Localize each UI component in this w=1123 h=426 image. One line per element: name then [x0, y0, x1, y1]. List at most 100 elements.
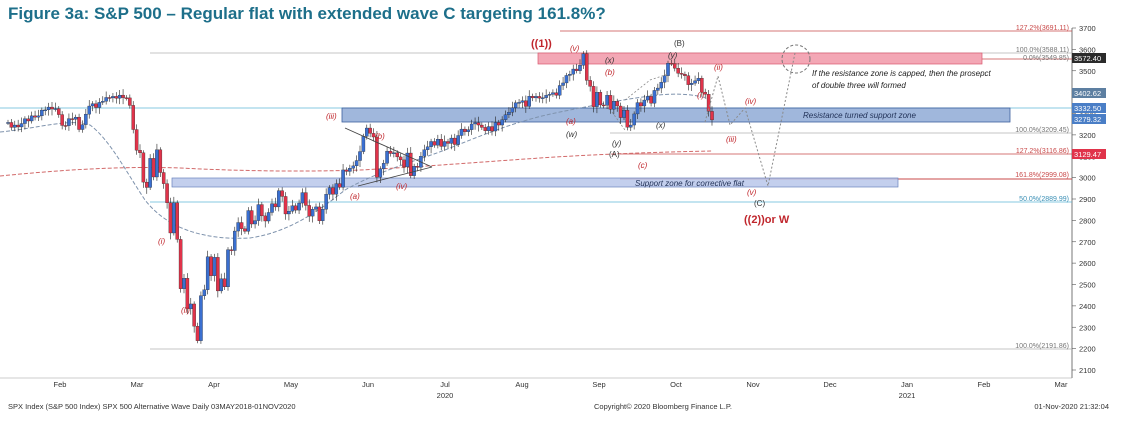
candle-body	[656, 87, 660, 91]
candle-body	[121, 94, 125, 98]
candle-body	[290, 205, 295, 212]
candle-body	[53, 108, 58, 110]
candle-body	[263, 215, 267, 222]
candle-body	[334, 183, 339, 195]
candle-body	[466, 129, 471, 132]
candle-body	[43, 109, 47, 112]
candle-body	[70, 118, 75, 120]
y-tick-label: 2900	[1079, 195, 1096, 204]
candle-body	[652, 90, 657, 104]
candle-body	[90, 103, 95, 107]
candle-body	[666, 63, 670, 76]
resistance-zone-label: Resistance turned support zone	[803, 111, 917, 120]
candle-body	[446, 141, 450, 144]
candle-body	[574, 68, 579, 71]
price-tag-bg-5	[1072, 149, 1106, 159]
candle-body	[205, 256, 210, 290]
candle-body	[642, 99, 647, 107]
candle-body	[676, 68, 680, 74]
candle-body	[686, 75, 691, 85]
candle-body	[493, 122, 498, 132]
candle-body	[436, 138, 440, 146]
candle-body	[598, 92, 603, 106]
candle-body	[148, 158, 152, 188]
x-tick-label: Feb	[978, 380, 991, 389]
candle-body	[97, 102, 102, 108]
candle-body	[463, 128, 467, 132]
candle-body	[615, 101, 619, 107]
y-tick-label: 3000	[1079, 174, 1096, 183]
candle-body	[530, 96, 535, 99]
price-tag-5: 3129.47	[1074, 150, 1101, 159]
candle-body	[409, 152, 413, 176]
candle-body	[87, 105, 91, 115]
y-tick-label: 2200	[1079, 345, 1096, 354]
candle-body	[141, 152, 146, 183]
candle-body	[114, 96, 119, 99]
wave-label-i-left: (i)	[158, 237, 165, 246]
candle-body	[371, 133, 376, 138]
candle-body	[696, 78, 701, 81]
candle-body	[453, 137, 457, 145]
candle-body	[310, 209, 315, 217]
candle-body	[273, 203, 278, 208]
candle-body	[645, 96, 650, 101]
candle-body	[541, 97, 545, 99]
candle-body	[266, 212, 271, 222]
candle-body	[358, 151, 362, 161]
wave-label-iii-red: (iii)	[726, 135, 737, 144]
wave-label-a-red: (a)	[566, 117, 576, 126]
candle-body	[40, 109, 44, 117]
candle-body	[392, 152, 396, 154]
price-tag-2: 3402.62	[1074, 89, 1101, 98]
candle-body	[625, 110, 630, 128]
candle-body	[192, 303, 196, 327]
candle-body	[578, 65, 582, 71]
candle-body	[280, 190, 284, 197]
x-tick-label: Apr	[208, 380, 220, 389]
candle-body	[219, 278, 223, 292]
candle-body	[317, 206, 322, 221]
candle-body	[60, 114, 64, 126]
candle-body	[151, 158, 156, 178]
wave-labels: ((1)) (v) (x) (B) (y) (ii) (b) (a) (w) (…	[158, 38, 790, 315]
support-zone	[171, 177, 899, 188]
candle-body	[253, 220, 257, 225]
candle-body	[249, 210, 254, 225]
candle-body	[601, 104, 606, 107]
candle-body	[324, 194, 328, 210]
y-tick-label: 3500	[1079, 67, 1096, 76]
candle-body	[608, 95, 613, 110]
note-line-2: of double three will formed	[812, 81, 906, 90]
candle-body	[706, 94, 711, 112]
candle-body	[67, 118, 71, 126]
candle-body	[209, 256, 213, 276]
wave-label-2-major: ((2))or W	[744, 214, 790, 226]
wave-label-b-left: (b)	[375, 132, 385, 141]
candle-body	[226, 249, 230, 288]
fib-label-127-mid: 127.2%(3116.86)	[1016, 148, 1069, 155]
candle-body	[534, 96, 538, 99]
fib-label-100-bottom: 100.0%(2191.86)	[1015, 343, 1069, 350]
candle-body	[544, 95, 548, 98]
y-tick-label: 2800	[1079, 216, 1096, 225]
wave-label-b-red: (b)	[605, 68, 615, 77]
candle-body	[277, 190, 281, 208]
fib-label-50: 50.0%(2889.99)	[1019, 196, 1069, 203]
candle-body	[104, 97, 108, 102]
candle-body	[415, 166, 420, 168]
candle-body	[212, 257, 217, 276]
candle-body	[222, 278, 227, 288]
wave-label-iii-left: (iii)	[326, 112, 337, 121]
candle-body	[202, 289, 207, 296]
wave-label-iv-red: (iv)	[745, 97, 756, 106]
candle-body	[639, 102, 643, 107]
candle-body	[568, 74, 572, 76]
candle-body	[29, 115, 34, 122]
candle-body	[700, 78, 704, 93]
candle-body	[107, 97, 112, 99]
candle-body	[449, 137, 454, 144]
candle-body	[233, 230, 237, 251]
wave-label-ii-red: (ii)	[714, 63, 723, 72]
